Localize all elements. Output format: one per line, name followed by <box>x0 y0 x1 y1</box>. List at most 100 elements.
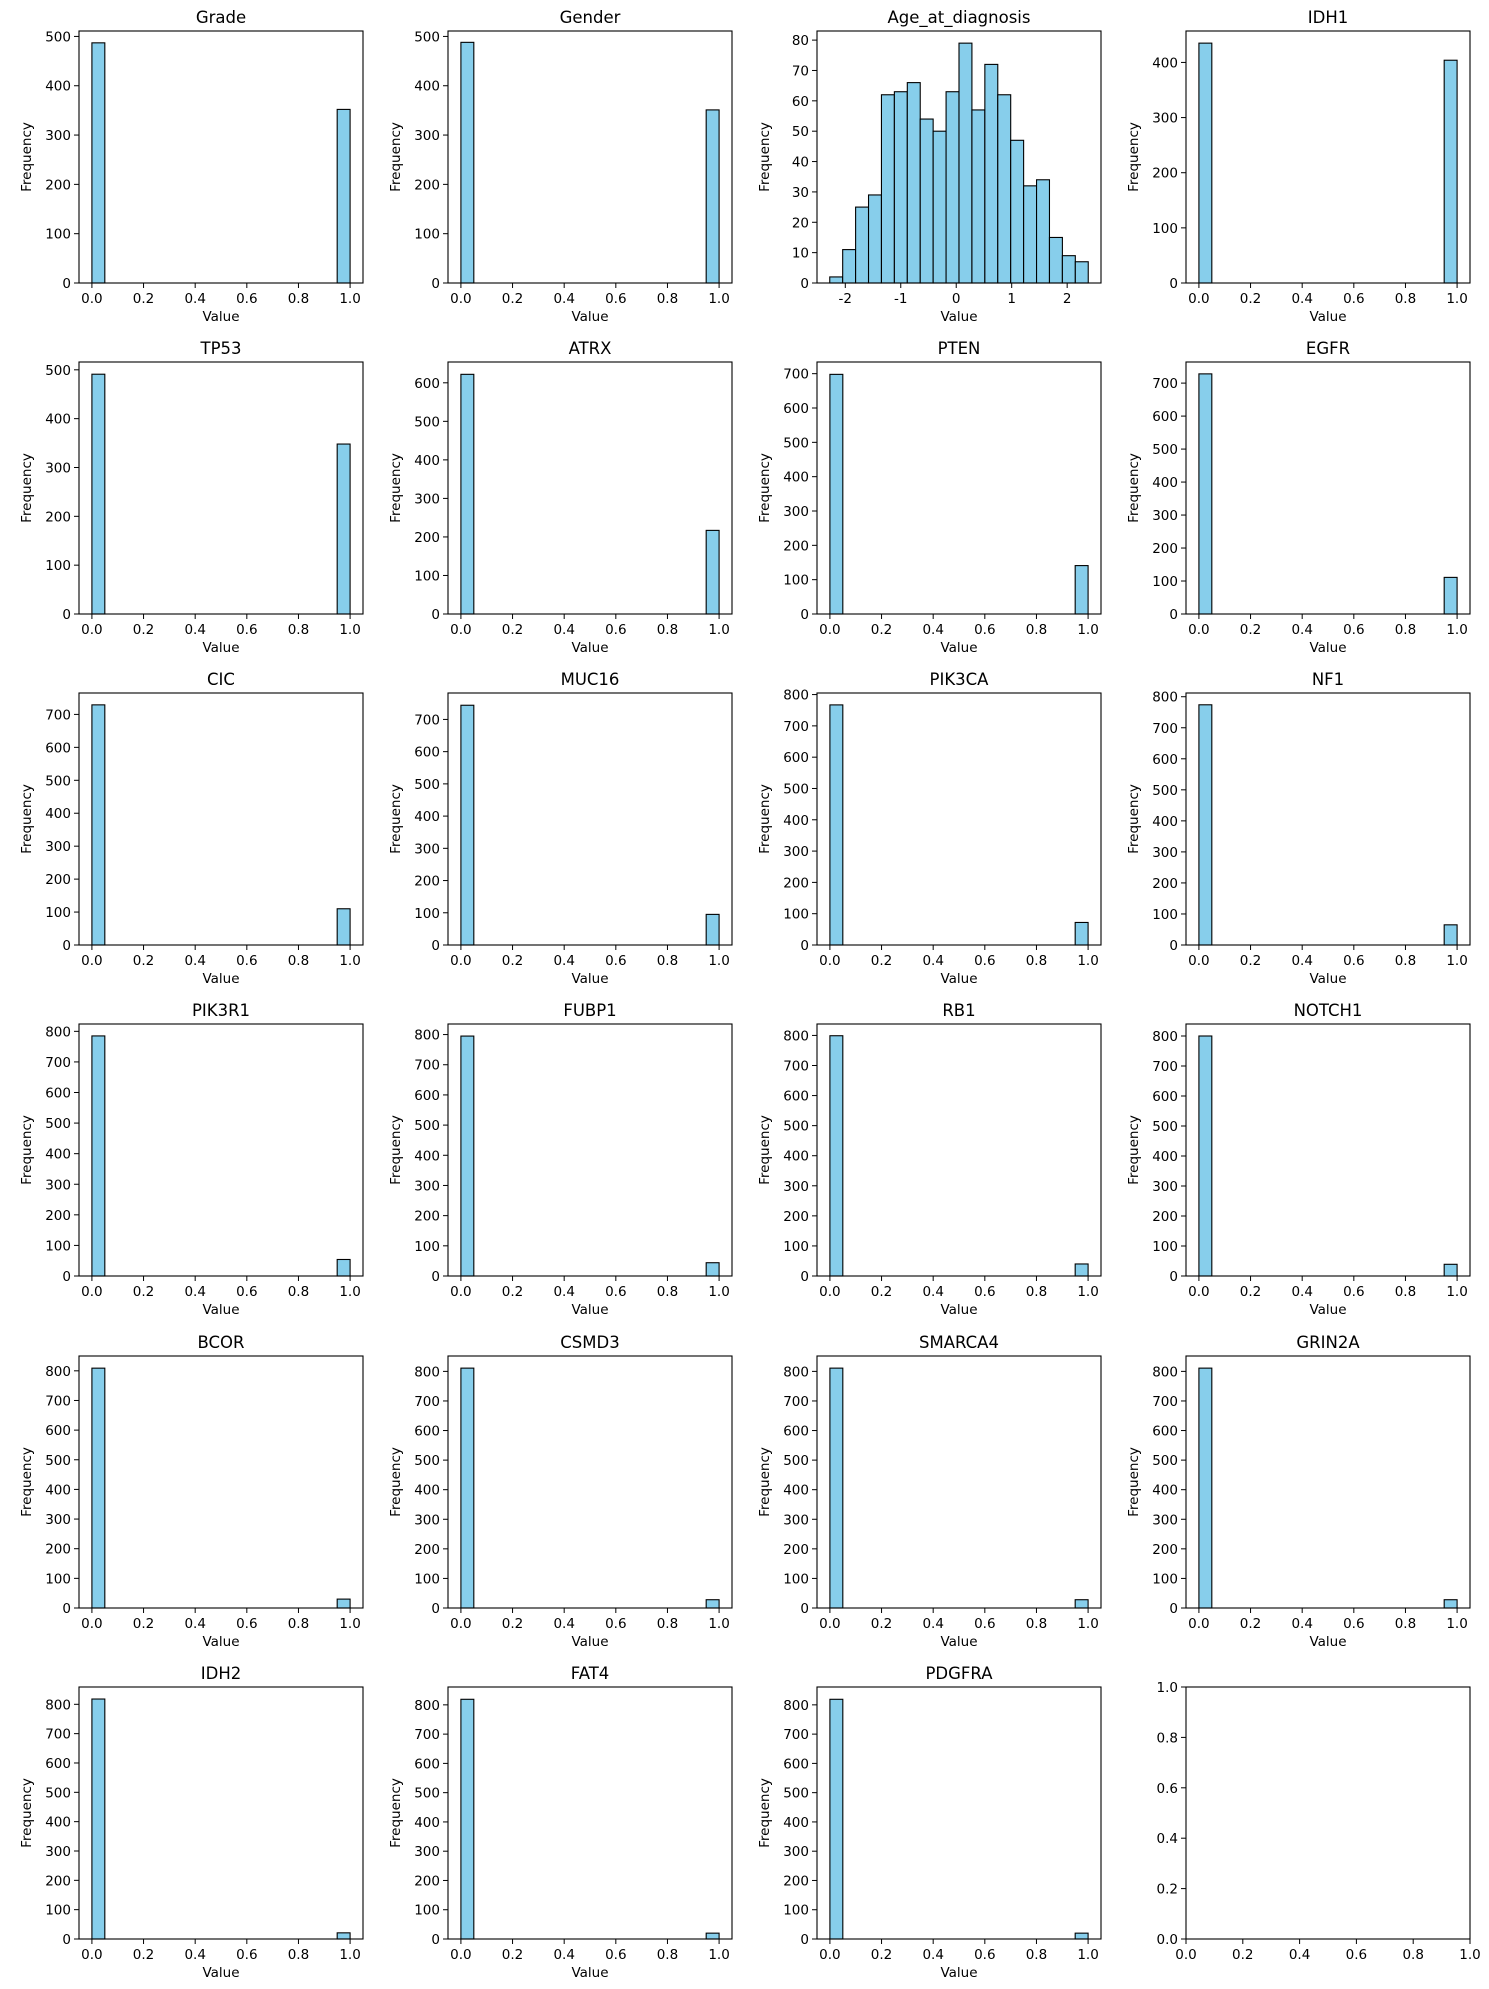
y-tick-label: 700 <box>45 707 71 723</box>
x-tick-label: 0.6 <box>1343 1284 1364 1300</box>
y-axis-label: Frequency <box>19 1778 35 1848</box>
x-tick-label: -1 <box>894 291 907 307</box>
x-tick-label: 0.4 <box>1291 622 1312 638</box>
x-tick-label: -2 <box>839 291 852 307</box>
y-tick-label: 500 <box>45 773 71 789</box>
histogram-bar <box>336 1258 351 1277</box>
x-axis-label: Value <box>940 1302 977 1318</box>
x-tick-label: 0.2 <box>1240 622 1261 638</box>
y-tick-label: 400 <box>783 1149 809 1165</box>
y-tick-label: 600 <box>783 1089 809 1105</box>
y-tick-label: 200 <box>783 875 809 891</box>
y-tick-label: 100 <box>45 1571 71 1587</box>
histogram-bar <box>460 373 475 615</box>
y-tick-label: 700 <box>783 719 809 735</box>
x-tick-label: 0.6 <box>974 1947 995 1963</box>
y-axis-label: Frequency <box>1126 453 1142 523</box>
y-tick-label: 500 <box>414 1453 440 1469</box>
y-tick-label: 0 <box>62 276 71 292</box>
x-tick-label: 0.8 <box>1026 1284 1047 1300</box>
x-axis-label: Value <box>1309 1302 1346 1318</box>
y-tick-label: 0 <box>1169 1601 1178 1617</box>
x-tick-label: 0.4 <box>184 622 205 638</box>
y-tick-label: 600 <box>414 1424 440 1440</box>
x-axis-label: Value <box>202 1634 239 1650</box>
y-tick-label: 400 <box>414 1815 440 1831</box>
y-axis-label: Frequency <box>757 453 773 523</box>
subplot-10: 0.0 0.2 0.4 0.6 0.8 1.0 0 100 200 300 400 500 600 700… <box>757 670 1102 987</box>
y-tick-label: 40 <box>792 155 809 171</box>
y-tick-label: 400 <box>45 806 71 822</box>
y-tick-label: 400 <box>414 809 440 825</box>
plot-frame <box>78 361 364 615</box>
x-tick-label: 0.6 <box>974 1616 995 1632</box>
histogram-bar <box>829 1698 844 1940</box>
y-tick-label: 200 <box>414 874 440 890</box>
y-tick-label: 80 <box>792 33 809 49</box>
y-tick-label: 500 <box>1152 1453 1178 1469</box>
x-tick-label: 0.0 <box>450 1947 471 1963</box>
histogram-bar <box>1443 576 1458 615</box>
y-tick-label: 100 <box>414 1903 440 1919</box>
y-tick-label: 0 <box>800 607 809 623</box>
plot-frame <box>447 1355 733 1609</box>
y-tick-label: 500 <box>45 363 71 379</box>
y-tick-label: 500 <box>45 1116 71 1132</box>
x-tick-label: 1.0 <box>1446 1284 1467 1300</box>
x-tick-label: 0.4 <box>1291 1284 1312 1300</box>
x-axis-label: Value <box>571 309 608 325</box>
plot-frame <box>816 1355 1102 1609</box>
x-tick-label: 0.2 <box>871 1616 892 1632</box>
y-tick-label: 800 <box>45 1024 71 1040</box>
x-tick-label: 0.0 <box>819 1616 840 1632</box>
y-tick-label: 600 <box>1152 1424 1178 1440</box>
subplot-title: PIK3CA <box>930 670 990 689</box>
y-tick-label: 800 <box>414 1028 440 1044</box>
y-tick-label: 0 <box>62 607 71 623</box>
y-tick-label: 100 <box>414 1239 440 1255</box>
histogram-bar <box>855 206 870 284</box>
y-tick-label: 400 <box>45 1147 71 1163</box>
subplot-1: 0.0 0.2 0.4 0.6 0.8 1.0 0 100 200 300 400 500 Gender… <box>388 8 733 325</box>
plot-frame <box>447 692 733 946</box>
y-tick-label: 0 <box>1169 1269 1178 1285</box>
histogram-bar <box>1074 1932 1089 1940</box>
plot-frame <box>78 1023 364 1277</box>
x-tick-label: 1.0 <box>708 291 729 307</box>
x-axis-label: Value <box>571 1965 608 1981</box>
x-tick-label: 0.6 <box>1343 953 1364 969</box>
x-tick-label: 0.0 <box>1188 622 1209 638</box>
x-tick-label: 0.8 <box>1395 1284 1416 1300</box>
x-axis-label: Value <box>940 1634 977 1650</box>
plot-frame <box>816 1023 1102 1277</box>
x-tick-label: 0.6 <box>974 622 995 638</box>
x-tick-label: 0.4 <box>184 1284 205 1300</box>
subplot-17: 0.0 0.2 0.4 0.6 0.8 1.0 0 100 200 300 400 500 600 700… <box>388 1333 733 1650</box>
y-tick-label: 600 <box>414 745 440 761</box>
subplot-0: 0.0 0.2 0.4 0.6 0.8 1.0 0 100 200 300 400 500 Grade V… <box>19 8 364 325</box>
x-tick-label: 0.8 <box>657 1947 678 1963</box>
y-tick-label: 800 <box>414 1698 440 1714</box>
x-tick-label: 0.4 <box>553 1284 574 1300</box>
histogram-bar <box>1443 59 1458 284</box>
y-tick-label: 500 <box>414 1118 440 1134</box>
y-tick-label: 300 <box>1152 111 1178 127</box>
x-tick-label: 0.2 <box>502 1947 523 1963</box>
y-tick-label: 200 <box>45 1542 71 1558</box>
x-tick-label: 0.6 <box>236 953 257 969</box>
x-tick-label: 1.0 <box>1446 953 1467 969</box>
y-axis-label: Frequency <box>757 122 773 192</box>
x-tick-label: 0 <box>952 291 961 307</box>
y-tick-label: 0 <box>62 938 71 954</box>
subplot-4: 0.0 0.2 0.4 0.6 0.8 1.0 0 100 200 300 400 500 TP53 Va… <box>19 339 364 656</box>
x-tick-label: 0.8 <box>1402 1947 1423 1963</box>
histogram-bar <box>829 1035 844 1277</box>
y-tick-label: 700 <box>783 1394 809 1410</box>
y-tick-label: 600 <box>1152 752 1178 768</box>
subplot-title: FAT4 <box>571 1664 610 1683</box>
y-tick-label: 500 <box>45 1785 71 1801</box>
y-tick-label: 500 <box>45 29 71 45</box>
y-tick-label: 300 <box>783 844 809 860</box>
histogram-bar <box>906 82 921 284</box>
y-tick-label: 300 <box>45 1512 71 1528</box>
